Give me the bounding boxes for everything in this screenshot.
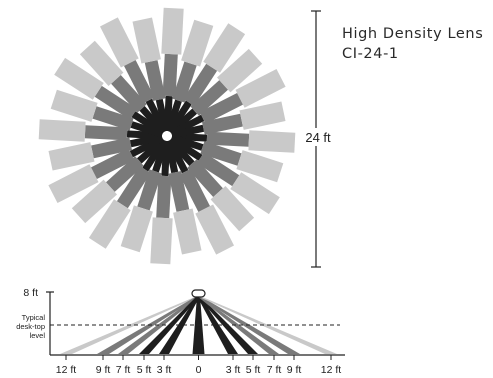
beam-mid-segment [183,63,218,106]
lens-title: High Density Lens [342,26,484,42]
beam-light-segment [50,89,98,122]
beam-mid-segment [116,166,151,209]
beam-mid-segment [92,106,134,131]
beam-light-segment [230,172,280,215]
beam-mid-segment [156,175,172,219]
beam-mid-segment [111,75,147,113]
desk-label-line-3: level [30,331,46,340]
beam-light-segment [161,7,184,55]
beam-mid-segment [202,113,243,135]
beam-mid-segment [106,156,144,192]
beam-light-segment [88,199,131,249]
side-view-diagram: 8 ft Typical desk-top level 12 ft 9 ft 7 f… [16,287,345,376]
distance-label: 7 ft [267,364,282,376]
beam-mid-segment [168,171,190,212]
distance-label: 3 ft [226,364,241,376]
top-view-coverage-pattern [38,7,296,265]
beam-dark-segment [165,99,182,133]
beam-light-segment [100,17,139,68]
beam-dark-segment [130,121,164,138]
beam-mid-segment [199,93,243,124]
beam-mid-segment [84,125,128,141]
beam-light-segment [210,186,255,232]
desk-label-line-1: Typical [22,313,46,322]
beam-mid-segment [172,61,197,103]
mount-height-label: 8 ft [23,287,38,299]
sensor-icon [191,289,206,298]
beam-dark-segment [169,135,203,161]
distance-label: 5 ft [137,364,152,376]
beam-mid-segment [124,60,155,104]
beam-light-segment [235,69,286,108]
beam-mid-segment [200,141,242,166]
beam-light-segment [120,205,153,253]
beam-mid-segment [206,131,250,147]
beam-light-segment [79,40,124,86]
beam-light-segment [38,119,86,142]
lens-model-number: CI-24-1 [342,46,399,62]
distance-label: 3 ft [157,364,172,376]
beam-mid-segment [144,60,166,101]
diameter-dimension: 24 ft [300,10,336,268]
beam-light-segment [203,23,246,73]
beam-dark-segment [131,111,165,137]
distance-ticks: 12 ft 9 ft 7 ft 5 ft 3 ft 0 3 ft 5 ft 7 ft 9 ft 12… [56,355,342,376]
beam-mid-segment [197,152,240,187]
diameter-label: 24 ft [305,130,331,145]
distance-label: 9 ft [287,364,302,376]
beam-mid-segment [179,168,210,212]
beam-dark-segment [142,138,168,172]
distance-label: 12 ft [321,364,342,376]
beam-light-segment [239,101,286,130]
distance-label: 5 ft [246,364,261,376]
side-beam [197,296,279,354]
beam-dark-segment [171,124,205,139]
beam-light-segment [217,48,263,93]
beam-light-segment [181,19,214,67]
beam-dark-segment [170,134,204,151]
beam-mid-segment [137,169,162,211]
side-beam [197,296,238,354]
beam-light-segment [248,130,296,153]
beam-mid-segment [91,137,132,159]
desk-label-line-2: desk-top [16,322,45,331]
beam-mid-segment [91,148,135,179]
beam-dark-segment [152,139,169,173]
beam-mid-segment [187,159,223,197]
beam-light-segment [132,17,161,64]
beam-dark-segment [166,100,192,134]
beam-light-segment [48,142,95,171]
distance-label: 7 ft [116,364,131,376]
diameter-label-bg [300,128,336,146]
beam-light-segment [195,204,234,255]
beam-mid-segment [94,85,137,120]
distance-label: 12 ft [56,364,77,376]
beam-light-segment [173,208,202,255]
distance-label: 0 [196,364,202,376]
beam-light-segment [48,164,99,203]
beam-light-segment [150,217,173,265]
beam-light-segment [71,179,117,224]
beam-light-segment [236,150,284,183]
distance-label: 9 ft [96,364,111,376]
beam-mid-segment [162,53,178,97]
beam-light-segment [54,57,104,100]
beam-mid-segment [190,80,228,116]
